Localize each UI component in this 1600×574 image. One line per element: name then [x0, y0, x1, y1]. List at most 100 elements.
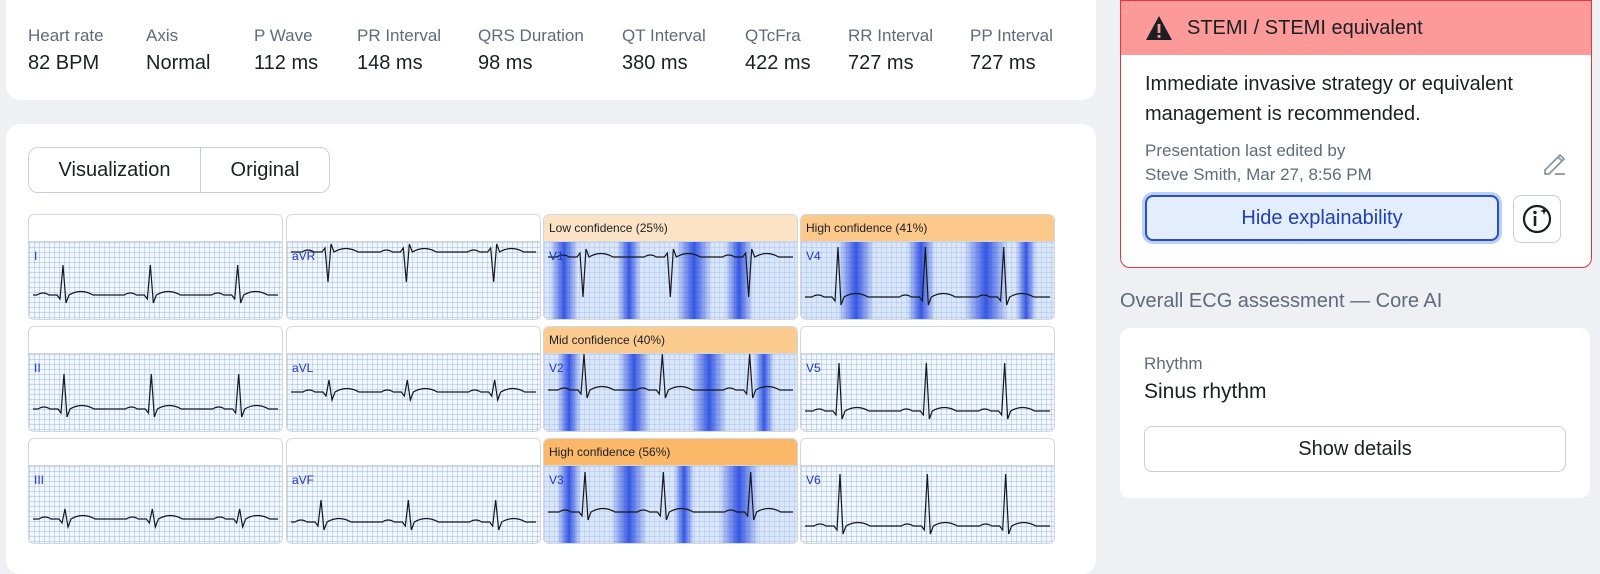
attention-band [838, 242, 874, 319]
ecg-trace-plot [801, 354, 1054, 431]
lead-confidence-label: High confidence (56%) [544, 439, 797, 466]
last-edited-label: Presentation last edited by [1145, 141, 1346, 160]
ecg-trace [291, 499, 536, 531]
ecg-lead-v6[interactable]: V6 [800, 438, 1055, 544]
ecg-lead-avf[interactable]: aVF [286, 438, 541, 544]
attention-band [964, 242, 1008, 319]
metric-qrs-duration: QRS Duration 98 ms [478, 26, 584, 75]
lead-name: V2 [549, 361, 564, 375]
rhythm-value: Sinus rhythm [1144, 380, 1267, 403]
ecg-waveform [291, 499, 536, 531]
ecg-waveform [33, 264, 278, 304]
ecg-trace [33, 373, 278, 418]
metric-label: QRS Duration [478, 26, 584, 45]
ecg-trace-plot [544, 242, 797, 319]
lead-name: aVR [292, 249, 316, 263]
lead-name: aVF [292, 473, 315, 487]
edit-presentation-button[interactable] [1539, 148, 1569, 178]
attention-band [617, 242, 641, 319]
lead-confidence-label: High confidence (41%) [801, 215, 1054, 242]
ecg-waveform [291, 243, 536, 283]
metric-label: Axis [146, 26, 179, 45]
ecg-lead-iii[interactable]: III [28, 438, 283, 544]
original-tab[interactable]: Original [201, 148, 329, 192]
show-details-button[interactable]: Show details [1144, 426, 1566, 472]
attention-band [754, 354, 774, 431]
ecg-lead-v4[interactable]: High confidence (41%) V4 [800, 214, 1055, 320]
metric-label: PR Interval [357, 26, 442, 45]
lead-name: V1 [549, 249, 564, 263]
ecg-trace-plot [29, 466, 282, 543]
alert-title: STEMI / STEMI equivalent [1187, 16, 1423, 39]
ai-info-button[interactable] [1513, 195, 1561, 243]
ecg-waveform [548, 471, 793, 521]
ecg-lead-v1[interactable]: Low confidence (25%) V1 [543, 214, 798, 320]
lead-confidence-label [29, 327, 282, 354]
ecg-waveform [805, 473, 1050, 535]
ecg-waveform [805, 246, 1050, 306]
lead-confidence-label: Low confidence (25%) [544, 215, 797, 242]
metric-label: PP Interval [970, 26, 1053, 45]
lead-confidence-label [287, 439, 540, 466]
ecg-trace [544, 242, 797, 319]
attention-band [557, 354, 581, 431]
rhythm-label: Rhythm [1144, 354, 1203, 373]
metric-value: 727 ms [970, 52, 1036, 74]
ecg-trace-plot [544, 354, 797, 431]
alert-message: Immediate invasive strategy or equivalen… [1145, 73, 1513, 125]
view-toggle: Visualization Original [28, 147, 330, 193]
lead-confidence-label: Mid confidence (40%) [544, 327, 797, 354]
ecg-trace-plot [287, 242, 540, 319]
metric-value: 422 ms [745, 52, 811, 74]
lead-name: II [34, 361, 41, 375]
ecg-lead-ii[interactable]: II [28, 326, 283, 432]
ecg-trace [33, 264, 278, 304]
metric-label: QT Interval [622, 26, 706, 45]
metric-rr-interval: RR Interval 727 ms [848, 26, 933, 75]
lead-name: III [34, 473, 45, 487]
metric-label: QTcFra [745, 26, 801, 45]
metric-label: RR Interval [848, 26, 934, 45]
attention-band [676, 242, 712, 319]
ecg-trace-plot [544, 466, 797, 543]
lead-confidence-label [801, 439, 1054, 466]
ecg-trace-plot [287, 354, 540, 431]
ecg-trace-plot [29, 242, 282, 319]
metric-value: 380 ms [622, 52, 688, 74]
ecg-lead-v3[interactable]: High confidence (56%) V3 [543, 438, 798, 544]
lead-name: aVL [292, 361, 314, 375]
stemi-alert-panel: STEMI / STEMI equivalent Immediate invas… [1120, 0, 1592, 268]
ecg-lead-v5[interactable]: V5 [800, 326, 1055, 432]
metric-label: Heart rate [28, 26, 104, 45]
ecg-trace-plot [287, 466, 540, 543]
ecg-lead-avr[interactable]: aVR [286, 214, 541, 320]
ecg-trace [805, 362, 1050, 420]
ecg-waveform [548, 248, 793, 298]
ecg-lead-avl[interactable]: aVL [286, 326, 541, 432]
attention-band [1016, 242, 1036, 319]
ecg-waveform [33, 508, 278, 530]
ecg-trace [291, 243, 536, 283]
metric-p-wave: P Wave 112 ms [254, 26, 318, 75]
ecg-lead-i[interactable]: I [28, 214, 283, 320]
metric-qtcfra: QTcFra 422 ms [745, 26, 811, 75]
last-edited-by: Steve Smith, Mar 27, 8:56 PM [1145, 165, 1372, 184]
metric-value: 148 ms [357, 52, 423, 74]
attention-band [725, 242, 753, 319]
metric-value: 98 ms [478, 52, 533, 74]
ecg-trace-plot [801, 242, 1054, 319]
visualization-tab[interactable]: Visualization [29, 148, 201, 192]
ecg-waveform [805, 362, 1050, 420]
hide-explainability-button[interactable]: Hide explainability [1145, 195, 1499, 241]
ecg-trace [33, 508, 278, 530]
metric-axis: Axis Normal [146, 26, 210, 75]
ecg-lead-v2[interactable]: Mid confidence (40%) V2 [543, 326, 798, 432]
ecg-trace-plot [801, 466, 1054, 543]
lead-confidence-label [29, 439, 282, 466]
alert-header: STEMI / STEMI equivalent [1121, 1, 1591, 55]
ecg-waveform [33, 373, 278, 418]
rhythm-card: Rhythm Sinus rhythm Show details [1120, 328, 1590, 498]
metric-heart-rate: Heart rate 82 BPM [28, 26, 104, 75]
ecg-waveform [291, 379, 536, 403]
